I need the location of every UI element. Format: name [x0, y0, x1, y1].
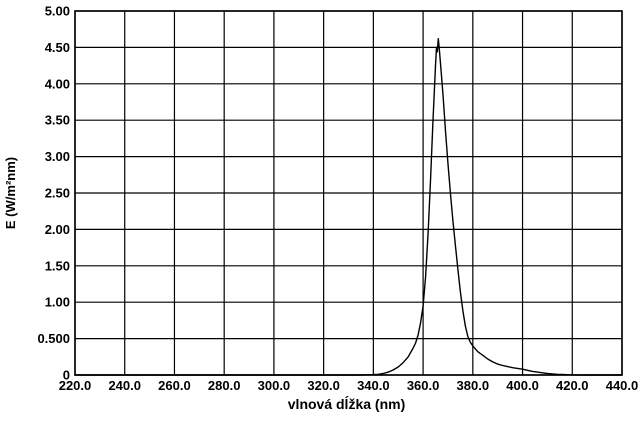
x-axis-tick-labels: 220.0 240.0 260.0 280.0 300.0 320.0 340.0 360.0…	[59, 378, 639, 393]
y-tick-label: 0.500	[37, 331, 70, 346]
x-tick-label: 220.0	[59, 378, 92, 393]
x-tick-label: 400.0	[506, 378, 539, 393]
x-tick-label: 320.0	[307, 378, 340, 393]
spectrum-curve	[74, 38, 623, 376]
y-tick-label: 5.00	[45, 4, 70, 19]
gridlines	[74, 10, 623, 376]
y-tick-label: 4.00	[45, 76, 70, 91]
y-tick-label: 2.00	[45, 222, 70, 237]
x-tick-label: 360.0	[407, 378, 440, 393]
y-tick-label: 3.50	[45, 113, 70, 128]
y-tick-label: 3.00	[45, 149, 70, 164]
x-tick-label: 440.0	[606, 378, 639, 393]
y-tick-label: 1.50	[45, 258, 70, 273]
y-tick-label: 1.00	[45, 295, 70, 310]
x-tick-label: 380.0	[457, 378, 490, 393]
y-axis-title: E (W/m²nm)	[3, 157, 18, 229]
y-tick-label: 4.50	[45, 40, 70, 55]
y-axis-tick-labels: 0 0.500 1.00 1.50 2.00 2.50 3.00 3.50 4.00 4.50 5.…	[37, 4, 70, 383]
x-tick-label: 260.0	[158, 378, 191, 393]
x-tick-label: 240.0	[108, 378, 141, 393]
x-tick-label: 340.0	[357, 378, 390, 393]
y-tick-label: 0	[63, 368, 70, 383]
x-tick-label: 280.0	[208, 378, 241, 393]
x-axis-title: vlnová dĺžka (nm)	[288, 395, 405, 412]
x-tick-label: 420.0	[556, 378, 589, 393]
y-tick-label: 2.50	[45, 186, 70, 201]
x-tick-label: 300.0	[258, 378, 291, 393]
